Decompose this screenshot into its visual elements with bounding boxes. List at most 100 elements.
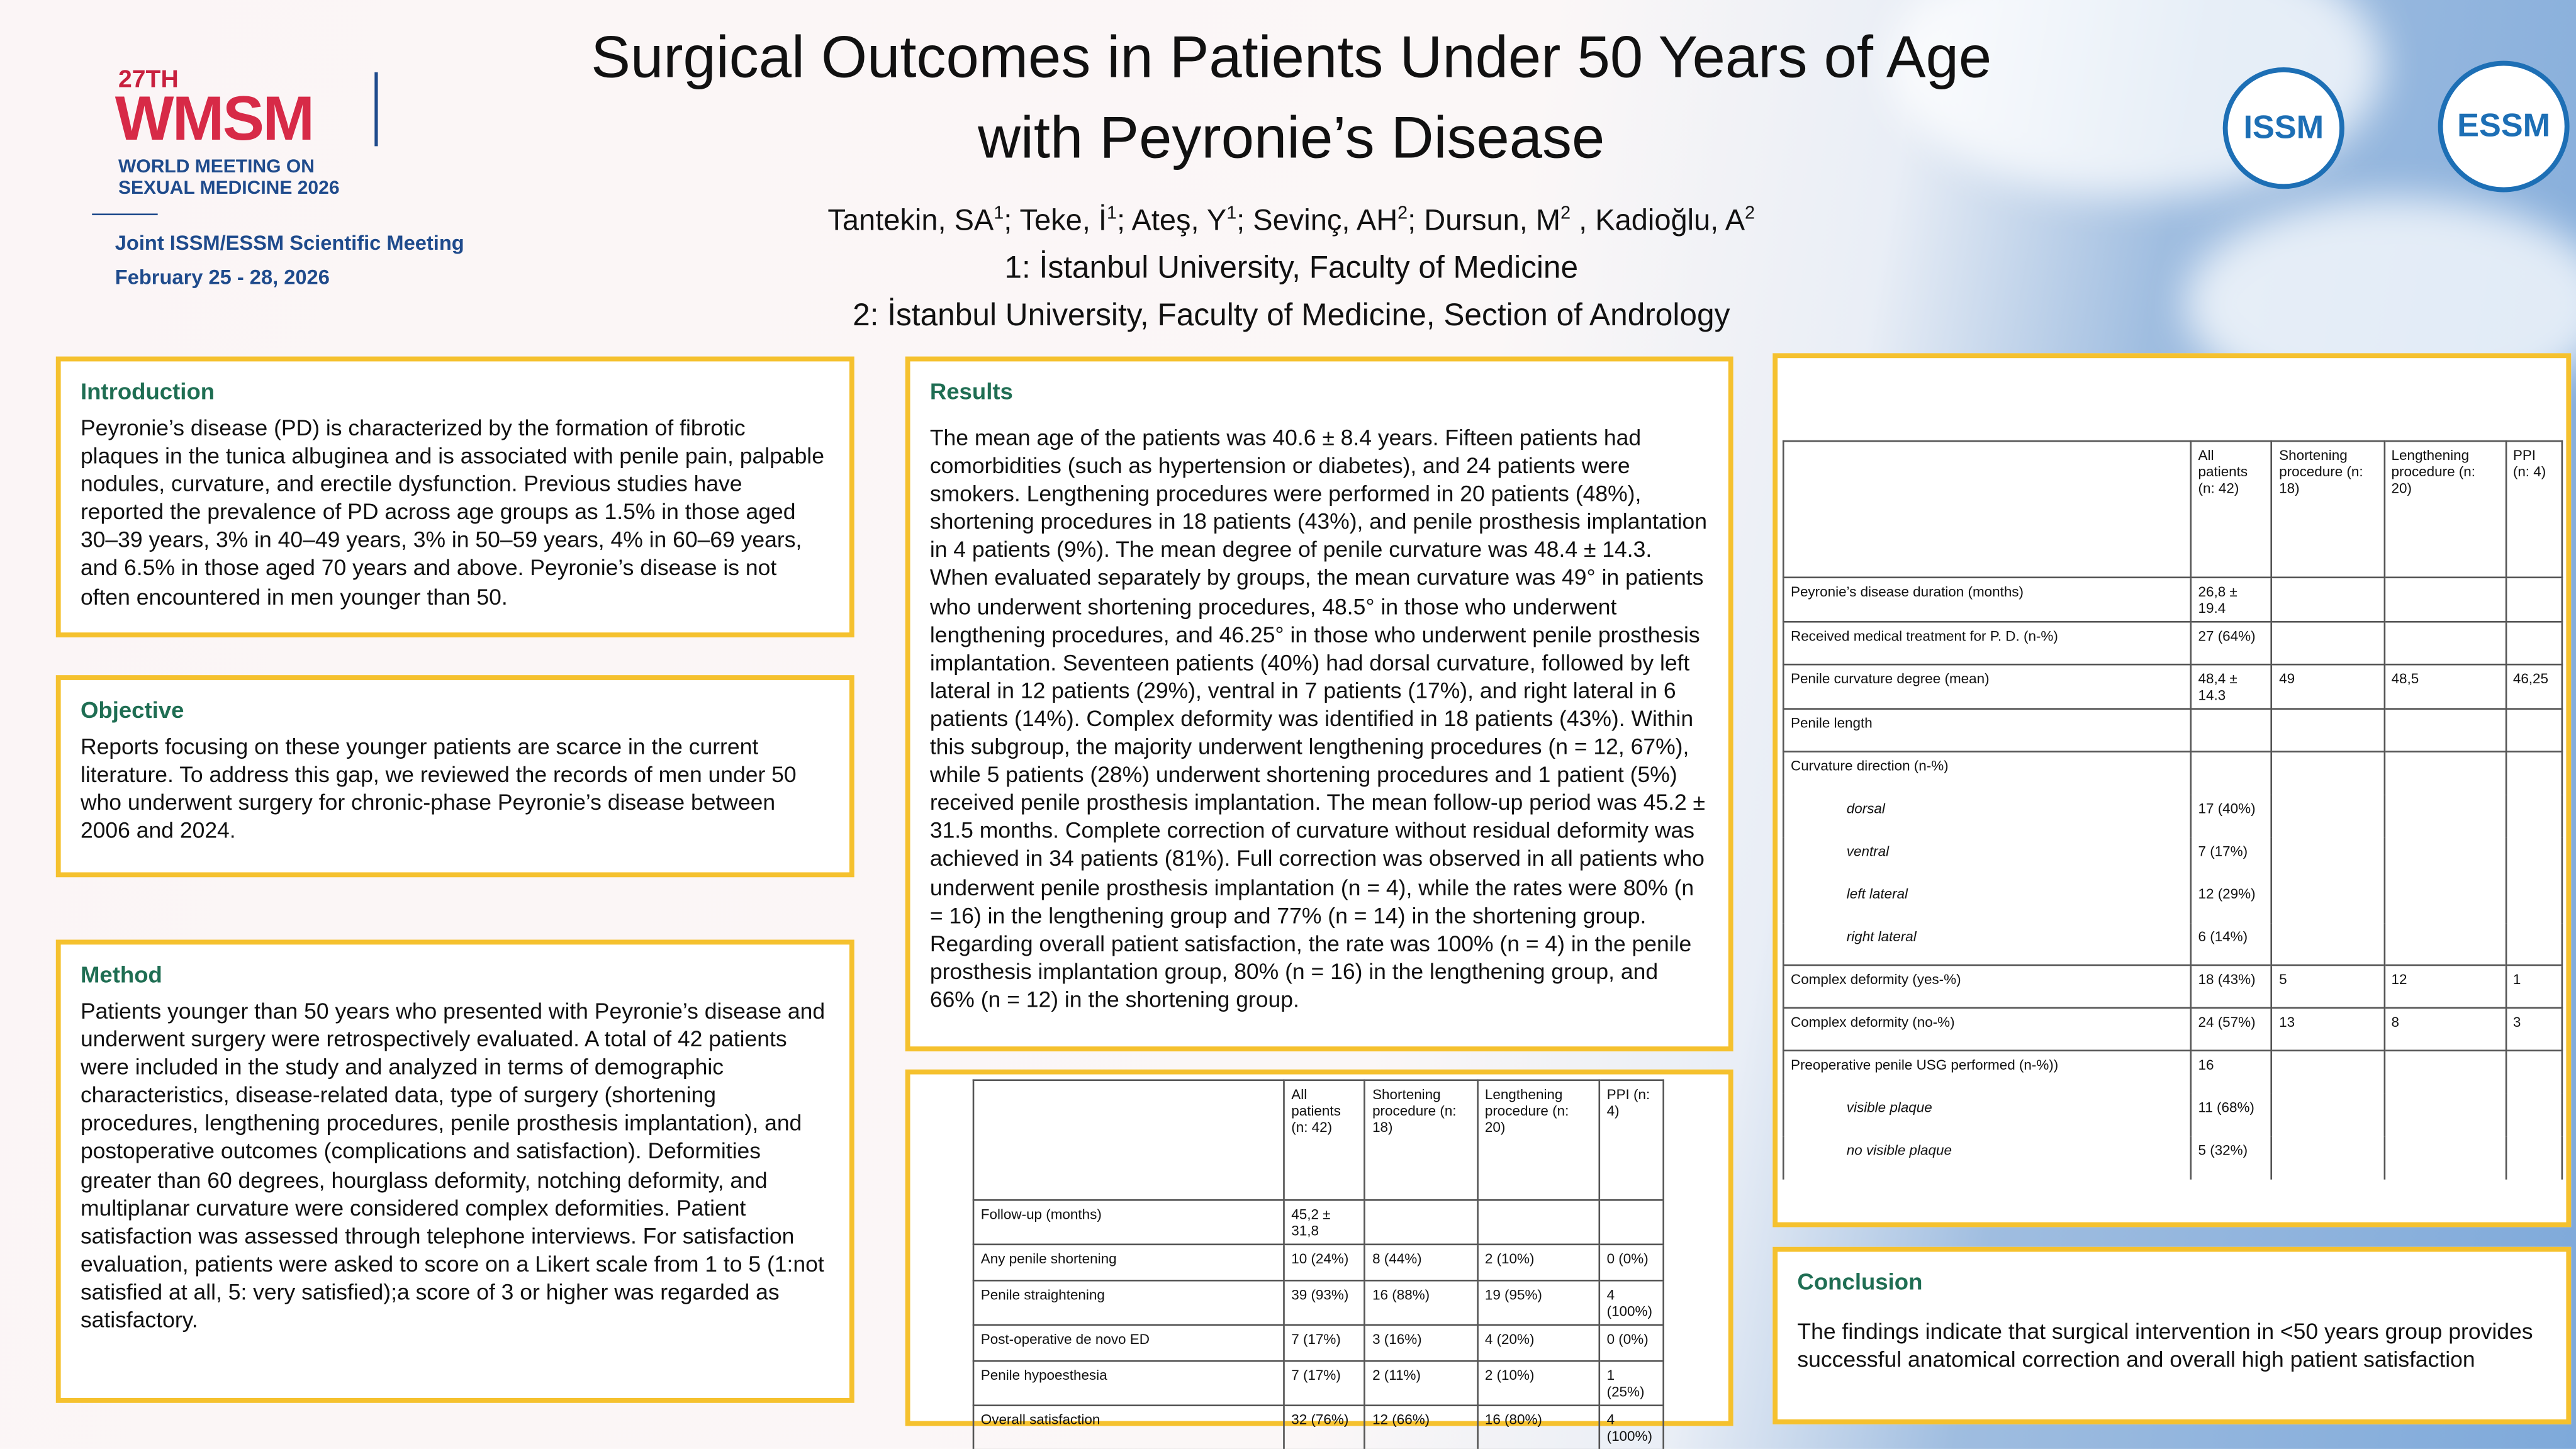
table-row: Received medical treatment for P. D. (n-… bbox=[1782, 620, 2563, 666]
table-cell: no visible plaque bbox=[1782, 1136, 2192, 1179]
table-cell bbox=[2190, 708, 2273, 752]
table-cell: Curvature direction (n-%) bbox=[1782, 751, 2192, 795]
table-cell bbox=[1476, 1199, 1601, 1246]
body: Reports focusing on these younger patien… bbox=[80, 734, 797, 844]
table-row: Curvature direction (n-%) bbox=[1782, 751, 2563, 795]
table-cell: All patients (n: 42) bbox=[1283, 1079, 1366, 1201]
author-name: ; Dursun, M bbox=[1408, 203, 1561, 237]
results-box: Results The mean age of the patients was … bbox=[905, 356, 1733, 1052]
table-cell bbox=[2271, 708, 2385, 752]
method-box: Method Patients younger than 50 years who… bbox=[55, 939, 854, 1403]
table-cell: Shortening procedure (n: 18) bbox=[2271, 440, 2385, 579]
table-cell bbox=[2271, 1050, 2385, 1094]
table-cell: 46,25 bbox=[2504, 663, 2563, 710]
title: with Peyronie’s Disease bbox=[978, 103, 1605, 171]
table-cell: Lengthening procedure (n: 20) bbox=[2383, 440, 2507, 579]
logo-edition: 27TH bbox=[118, 65, 179, 94]
table-cell bbox=[2383, 794, 2507, 837]
table-cell bbox=[1782, 440, 2192, 579]
table-row: ventral 7 (17%) bbox=[1782, 837, 2563, 880]
table-cell: 5 (32%) bbox=[2190, 1136, 2273, 1179]
table-cell: Penile curvature degree (mean) bbox=[1782, 663, 2192, 710]
table-cell: 13 bbox=[2271, 1007, 2385, 1052]
table-cell: 8 bbox=[2383, 1007, 2507, 1052]
table-row: All patients (n: 42) Shortening procedure… bbox=[972, 1079, 1664, 1201]
table-row: dorsal 17 (40%) bbox=[1782, 794, 2563, 837]
body: The mean age of the patients was 40.6 ± … bbox=[929, 425, 1707, 1012]
affiliation: 2: İstanbul University, Faculty of Medic… bbox=[853, 299, 1730, 334]
logo-name: SEXUAL MEDICINE 2026 bbox=[118, 179, 340, 199]
table-cell: Penile length bbox=[1782, 708, 2192, 752]
table-cell bbox=[2271, 620, 2385, 666]
table-cell bbox=[2504, 1136, 2563, 1179]
table-cell: 0 (0%) bbox=[1598, 1324, 1664, 1362]
table-cell bbox=[2504, 620, 2563, 666]
table-cell: Any penile shortening bbox=[972, 1243, 1285, 1282]
table-row: Complex deformity (no-%) 24 (57%) 13 8 3 bbox=[1782, 1007, 2563, 1052]
title: Surgical Outcomes in Patients Under 50 Y… bbox=[591, 23, 1992, 91]
essm-logo: ESSM bbox=[2438, 60, 2570, 193]
introduction-box: Introduction Peyronie’s disease (PD) is c… bbox=[55, 356, 854, 638]
table-cell: Penile hypoesthesia bbox=[972, 1360, 1285, 1407]
author-affiliation: 1 bbox=[1106, 203, 1117, 224]
table-cell bbox=[2271, 576, 2385, 623]
table-cell: Overall satisfaction bbox=[972, 1404, 1285, 1449]
author-name: ; Teke, İ bbox=[1004, 203, 1107, 237]
table-cell bbox=[2271, 751, 2385, 795]
table-cell: Complex deformity (no-%) bbox=[1782, 1007, 2192, 1052]
table-row: Peyronie’s disease duration (months) 26,8… bbox=[1782, 576, 2563, 623]
table-cell: 26,8 ± 19.4 bbox=[2190, 576, 2273, 623]
table-cell bbox=[2383, 751, 2507, 795]
author-name: ; Sevinç, AH bbox=[1236, 203, 1398, 237]
table-row: Overall satisfaction 32 (76%) 12 (66%) 16 (… bbox=[972, 1404, 1664, 1449]
table-cell: 49 bbox=[2271, 663, 2385, 710]
table-row: right lateral 6 (14%) bbox=[1782, 922, 2563, 965]
author-affiliation: 1 bbox=[1226, 203, 1237, 224]
body: Peyronie’s disease (PD) is characterized… bbox=[80, 415, 824, 609]
table-cell: 2 (10%) bbox=[1476, 1243, 1601, 1282]
table-cell bbox=[2504, 751, 2563, 795]
table-cell: 16 (88%) bbox=[1364, 1279, 1479, 1326]
logo-rule bbox=[92, 213, 158, 216]
table-cell: 18 (43%) bbox=[2190, 964, 2273, 1009]
table-cell: 12 (66%) bbox=[1364, 1404, 1479, 1449]
table-cell bbox=[2383, 708, 2507, 752]
table-cell: Post-operative de novo ED bbox=[972, 1324, 1285, 1362]
heading: Introduction bbox=[80, 378, 215, 405]
table-cell bbox=[2383, 922, 2507, 965]
body: The findings indicate that surgical inte… bbox=[1797, 1319, 2533, 1372]
table-cell: 17 (40%) bbox=[2190, 794, 2273, 837]
heading: Method bbox=[80, 961, 162, 988]
table-cell: Complex deformity (yes-%) bbox=[1782, 964, 2192, 1009]
table-cell bbox=[2383, 1136, 2507, 1179]
table-cell bbox=[2271, 922, 2385, 965]
table-cell: 6 (14%) bbox=[2190, 922, 2273, 965]
table-cell bbox=[2504, 1093, 2563, 1136]
table-cell: 3 (16%) bbox=[1364, 1324, 1479, 1362]
heading: Objective bbox=[80, 697, 184, 723]
heading: Conclusion bbox=[1797, 1268, 1923, 1295]
table-cell bbox=[2271, 880, 2385, 923]
table-cell: Shortening procedure (n: 18) bbox=[1364, 1079, 1479, 1201]
table-cell bbox=[2504, 880, 2563, 923]
table-row: Penile length bbox=[1782, 708, 2563, 752]
author-affiliation: 1 bbox=[994, 203, 1004, 224]
table-cell: 1 bbox=[2504, 964, 2563, 1009]
table-cell: 4 (20%) bbox=[1476, 1324, 1601, 1362]
table-cell: Penile straightening bbox=[972, 1279, 1285, 1326]
table-cell bbox=[2504, 837, 2563, 880]
table-cell: right lateral bbox=[1782, 922, 2192, 965]
table-cell: ventral bbox=[1782, 837, 2192, 880]
table-row: All patients (n: 42) Shortening procedure… bbox=[1782, 440, 2563, 579]
table-cell: visible plaque bbox=[1782, 1093, 2192, 1136]
table-cell: Follow-up (months) bbox=[972, 1199, 1285, 1246]
table-cell bbox=[2383, 1093, 2507, 1136]
affiliation: 1: İstanbul University, Faculty of Medic… bbox=[1004, 251, 1579, 286]
table-cell: 5 bbox=[2271, 964, 2385, 1009]
table-cell: 24 (57%) bbox=[2190, 1007, 2273, 1052]
table-cell bbox=[2504, 922, 2563, 965]
table-row: visible plaque 11 (68%) bbox=[1782, 1093, 2563, 1136]
table-cell bbox=[2271, 1093, 2385, 1136]
